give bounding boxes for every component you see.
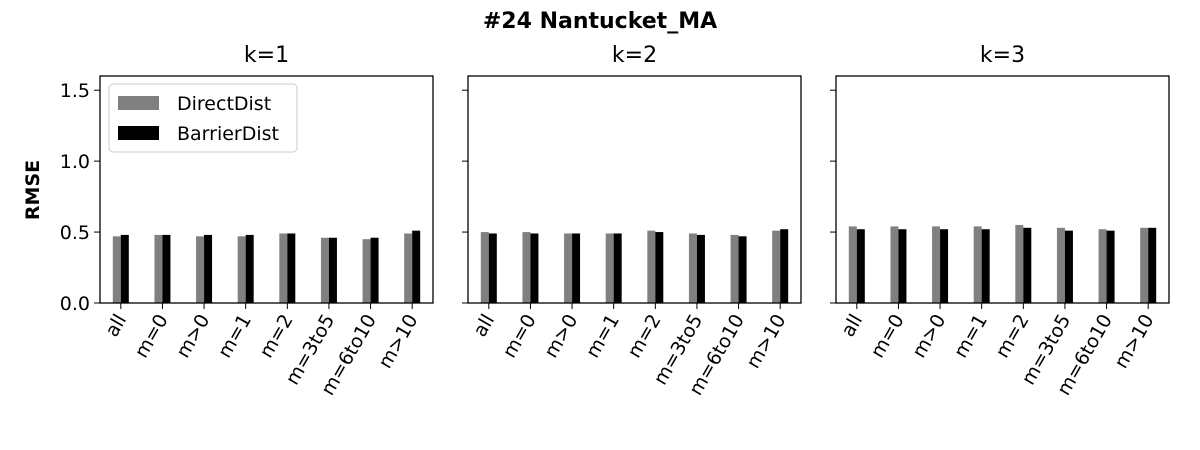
x-tick-label: all	[837, 311, 867, 341]
bar-barrierdist-4	[613, 233, 622, 303]
plot-frame	[835, 75, 1170, 304]
bar-barrierdist-2	[162, 234, 171, 303]
bar-directdist-5	[279, 233, 288, 303]
bar-directdist-2	[154, 234, 163, 303]
x-tick-label: m=1	[214, 311, 256, 362]
bar-barrierdist-3	[940, 229, 949, 303]
bar-directdist-8	[772, 230, 781, 303]
x-tick-label: m>0	[908, 311, 950, 362]
bar-directdist-4	[973, 226, 982, 303]
bar-directdist-1	[848, 226, 857, 303]
bar-barrierdist-2	[530, 233, 539, 303]
legend-label: DirectDist	[177, 93, 271, 115]
subplot-title: k=1	[244, 43, 289, 68]
legend-label: BarrierDist	[177, 123, 279, 145]
bar-directdist-8	[1140, 227, 1149, 303]
bar-directdist-8	[404, 233, 413, 303]
bar-barrierdist-6	[1064, 230, 1073, 303]
bar-barrierdist-5	[1023, 227, 1032, 303]
bar-barrierdist-7	[370, 237, 379, 303]
x-tick-label: m>10	[374, 311, 422, 373]
x-tick-label: m=0	[498, 311, 540, 362]
bar-barrierdist-4	[981, 229, 990, 303]
x-tick-label: m>0	[540, 311, 582, 362]
subplot-title: k=3	[980, 43, 1025, 68]
x-tick-label: m=1	[950, 311, 992, 362]
bar-barrierdist-8	[1148, 227, 1157, 303]
bar-directdist-6	[1056, 227, 1065, 303]
bar-directdist-6	[688, 233, 697, 303]
y-tick-label: 1.0	[60, 151, 90, 173]
bar-directdist-3	[932, 226, 941, 303]
figure-title: #24 Nantucket_MA	[483, 9, 717, 34]
x-tick-label: m>0	[172, 311, 214, 362]
x-tick-label: m=0	[130, 311, 172, 362]
y-tick-label: 0.0	[60, 293, 90, 315]
bar-barrierdist-3	[204, 234, 213, 303]
bar-barrierdist-7	[1106, 230, 1115, 303]
plot-frame	[99, 75, 434, 304]
bar-directdist-2	[890, 226, 899, 303]
x-tick-label: all	[101, 311, 131, 341]
legend-swatch-barrierdist	[118, 126, 159, 140]
bar-barrierdist-8	[412, 230, 421, 303]
x-tick-label: m=1	[582, 311, 624, 362]
bar-barrierdist-1	[120, 234, 129, 303]
y-tick-label: 0.5	[60, 222, 90, 244]
bar-barrierdist-1	[488, 233, 497, 303]
bar-barrierdist-8	[780, 229, 789, 303]
subplot-title: k=2	[612, 43, 657, 68]
bar-directdist-5	[1015, 224, 1024, 303]
bar-barrierdist-7	[738, 236, 747, 303]
x-tick-label: m=0	[866, 311, 908, 362]
bar-barrierdist-3	[572, 233, 581, 303]
bar-directdist-1	[112, 236, 121, 303]
x-tick-label: m=2	[991, 311, 1033, 362]
bar-directdist-2	[522, 232, 531, 303]
bar-directdist-6	[320, 237, 329, 303]
x-tick-label: m>10	[1110, 311, 1158, 373]
bar-directdist-4	[605, 233, 614, 303]
bar-barrierdist-5	[287, 233, 296, 303]
bar-directdist-4	[237, 236, 246, 303]
bar-barrierdist-6	[696, 234, 705, 303]
x-tick-label: m>10	[742, 311, 790, 373]
plot-frame	[467, 75, 802, 304]
x-tick-label: m=2	[623, 311, 665, 362]
bar-directdist-1	[480, 232, 489, 303]
bar-barrierdist-2	[898, 229, 907, 303]
x-tick-label: all	[469, 311, 499, 341]
bar-directdist-5	[647, 230, 656, 303]
x-tick-label: m=2	[255, 311, 297, 362]
y-axis-label: RMSE	[22, 160, 44, 220]
legend: DirectDist BarrierDist	[108, 83, 298, 153]
bar-directdist-3	[196, 236, 205, 303]
bar-directdist-7	[1098, 229, 1107, 303]
bar-directdist-7	[362, 239, 371, 303]
bar-barrierdist-5	[655, 232, 664, 303]
bar-barrierdist-6	[328, 237, 337, 303]
legend-swatch-directdist	[118, 96, 159, 110]
bar-barrierdist-1	[856, 229, 865, 303]
bar-directdist-7	[730, 234, 739, 303]
y-tick-label: 1.5	[60, 80, 90, 102]
bar-barrierdist-4	[245, 234, 254, 303]
bar-directdist-3	[564, 233, 573, 303]
